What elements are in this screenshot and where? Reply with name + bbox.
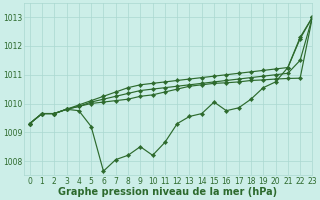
X-axis label: Graphe pression niveau de la mer (hPa): Graphe pression niveau de la mer (hPa) <box>59 187 277 197</box>
